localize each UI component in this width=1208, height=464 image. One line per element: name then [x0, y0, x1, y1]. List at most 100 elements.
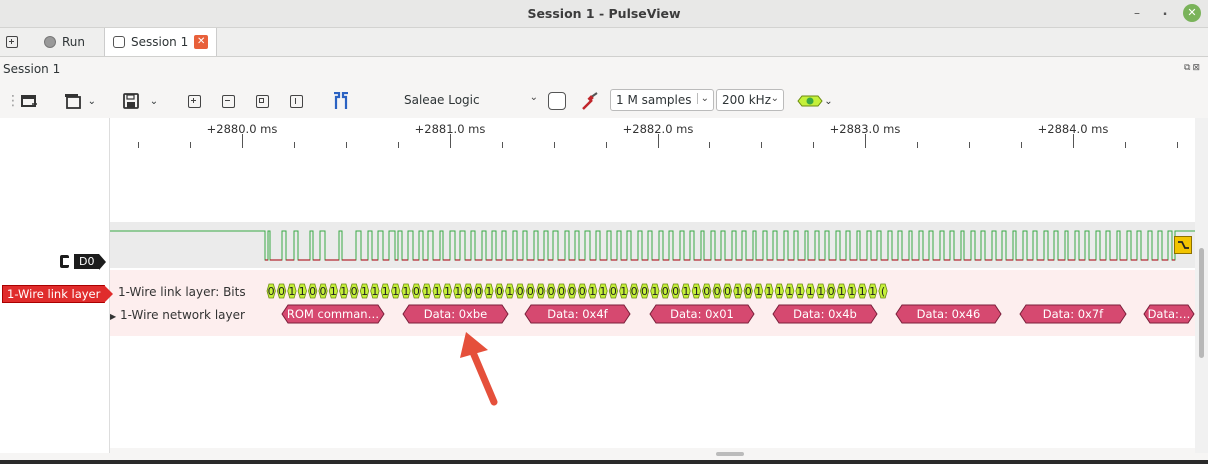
- ruler-major-tick: [657, 134, 659, 148]
- save-chevron-icon: ⌄: [149, 95, 159, 107]
- svg-text:1: 1: [682, 285, 689, 298]
- svg-text:Data: 0x01: Data: 0x01: [670, 307, 734, 321]
- bit-annotation: 1: [764, 283, 774, 299]
- svg-text:1: 1: [848, 285, 855, 298]
- ruler-major-tick: [449, 134, 451, 148]
- bit-annotation: 0: [660, 283, 670, 299]
- zoom-in-button[interactable]: [186, 92, 202, 110]
- svg-text:0: 0: [703, 285, 710, 298]
- probe-config-button[interactable]: [580, 92, 602, 110]
- run-button[interactable]: Run: [44, 31, 85, 53]
- bit-annotation: 1: [619, 283, 629, 299]
- svg-text:0: 0: [724, 285, 731, 298]
- zoom-in-icon: [187, 94, 201, 108]
- decoder-trace-label[interactable]: 1-Wire link layer: [2, 285, 114, 303]
- bit-annotation: 1: [287, 283, 297, 299]
- vertical-scrollbar[interactable]: [1195, 118, 1208, 453]
- zoom-fit-button[interactable]: [254, 92, 270, 110]
- svg-text:1: 1: [382, 285, 389, 298]
- open-icon: [65, 94, 81, 109]
- samplerate-select[interactable]: 200 kHz ⌄: [716, 89, 784, 111]
- svg-text:Data: 0x46: Data: 0x46: [917, 307, 981, 321]
- bit-annotation: 1: [391, 283, 401, 299]
- samples-select-value: 1 M samples: [616, 93, 692, 107]
- run-icon: [44, 36, 56, 48]
- bit-annotation: 0: [266, 283, 276, 299]
- bit-annotation: 1: [380, 283, 390, 299]
- network-row-label[interactable]: ▶ 1-Wire network layer: [110, 308, 245, 322]
- ruler-major-tick: [242, 134, 243, 148]
- bit-annotation: 0: [826, 283, 836, 299]
- d0-trace-area[interactable]: [110, 222, 1195, 268]
- svg-text:0: 0: [527, 285, 534, 298]
- bit-annotation: 1: [847, 283, 857, 299]
- device-config-button[interactable]: [546, 92, 568, 110]
- samplerate-select-value: 200 kHz: [722, 93, 771, 107]
- bit-annotation: 1: [422, 283, 432, 299]
- network-annotation: Data: 0xbe: [402, 304, 509, 324]
- ruler-label: +2883.0 ms: [829, 122, 901, 136]
- zoom-one-icon: [289, 94, 303, 108]
- svg-text:0: 0: [558, 285, 565, 298]
- zoom-out-button[interactable]: [220, 92, 236, 110]
- dock-controls[interactable]: ⧉⊠: [1184, 63, 1202, 73]
- bit-annotation: 0: [411, 283, 421, 299]
- expand-arrow-icon[interactable]: ▶: [110, 312, 117, 321]
- svg-text:0: 0: [828, 285, 835, 298]
- samples-select[interactable]: 1 M samples ⌄: [610, 89, 714, 111]
- svg-text:1: 1: [693, 285, 700, 298]
- new-session-button[interactable]: [6, 31, 18, 53]
- svg-text:1: 1: [340, 285, 347, 298]
- device-select-value: Saleae Logic: [404, 93, 480, 107]
- channel-color-icon: [60, 255, 69, 268]
- maximize-button[interactable]: ⬝: [1163, 6, 1167, 20]
- channel-d0-tag: D0: [74, 254, 108, 270]
- svg-text:1: 1: [859, 285, 866, 298]
- ruler-minor-tick: [605, 142, 607, 148]
- annotation-arrow: [460, 332, 498, 406]
- minimize-button[interactable]: –: [1134, 6, 1140, 20]
- ruler-minor-tick: [345, 142, 347, 148]
- device-chevron-icon: ⌄: [529, 92, 538, 103]
- show-cursors-button[interactable]: [330, 92, 352, 110]
- svg-text:0: 0: [351, 285, 358, 298]
- bit-annotation: 0: [722, 283, 733, 299]
- close-window-button[interactable]: ✕: [1183, 4, 1201, 22]
- ruler-label: +2884.0 ms: [1037, 122, 1109, 136]
- network-annotation: Data:…: [1143, 304, 1195, 324]
- device-select[interactable]: Saleae Logic ⌄: [396, 89, 542, 111]
- time-ruler[interactable]: +2880.0 ms +2881.0 ms +2882.0 ms +2883.0…: [110, 118, 1195, 154]
- add-view-button[interactable]: [20, 92, 38, 110]
- decoder-add-button[interactable]: ⌄: [796, 92, 834, 110]
- close-tab-icon[interactable]: ✕: [194, 35, 209, 49]
- zoom-fit-icon: [255, 94, 269, 108]
- decoder-chevron-icon: ⌄: [824, 95, 833, 107]
- svg-text:1: 1: [765, 285, 772, 298]
- bit-annotation: 1: [484, 283, 494, 299]
- horizontal-scroll-thumb[interactable]: [716, 452, 744, 456]
- svg-text:0: 0: [745, 285, 752, 298]
- tab-session-1[interactable]: Session 1 ✕: [104, 28, 218, 56]
- svg-text:0: 0: [268, 285, 275, 298]
- open-chevron-icon: ⌄: [87, 95, 96, 107]
- bit-annotation: 1: [598, 283, 608, 299]
- bit-annotation: 0: [546, 283, 556, 299]
- bit-annotation: 0: [473, 283, 484, 299]
- bit-annotation: 1: [753, 283, 764, 299]
- svg-text:1: 1: [330, 285, 337, 298]
- save-button[interactable]: ⌄: [118, 92, 162, 110]
- samples-chevron-icon: ⌄: [696, 93, 709, 104]
- svg-text:0: 0: [475, 285, 482, 298]
- svg-text:Data: 0x4b: Data: 0x4b: [793, 307, 857, 321]
- horizontal-scrollbar[interactable]: [110, 448, 1195, 460]
- open-button[interactable]: ⌄: [64, 92, 96, 110]
- zoom-one-to-one-button[interactable]: [288, 92, 304, 110]
- bit-annotation: 0: [349, 283, 359, 299]
- trigger-edge-icon[interactable]: [1174, 236, 1192, 254]
- channel-d0-label[interactable]: D0: [60, 254, 108, 270]
- vertical-scroll-thumb[interactable]: [1199, 248, 1204, 358]
- ruler-label: +2882.0 ms: [622, 122, 694, 136]
- bit-annotation: 0: [525, 283, 536, 299]
- svg-text:0: 0: [496, 285, 503, 298]
